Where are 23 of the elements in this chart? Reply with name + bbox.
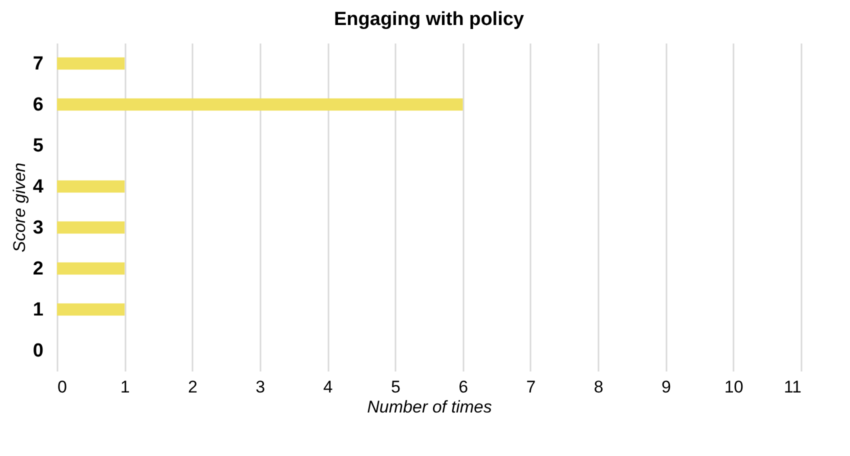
x-tick-label: 4 [323, 378, 333, 396]
y-tick-label: 2 [32, 258, 44, 280]
y-tick-label: 6 [32, 94, 44, 116]
x-tick-label: 10 [724, 378, 744, 396]
x-tick-label: 3 [256, 378, 266, 396]
x-tick-label: 0 [58, 378, 67, 396]
y-tick-label: 1 [32, 300, 44, 320]
y-tick-label: 3 [32, 218, 44, 238]
x-tick-label: 5 [390, 378, 400, 396]
x-tick-label: 9 [661, 378, 671, 396]
x-tick-label: 7 [526, 378, 536, 396]
x-tick-label: 11 [784, 378, 802, 396]
x-tick-label: 6 [458, 378, 468, 396]
chart-title: Engaging with policy [334, 9, 524, 30]
x-tick-label: 2 [188, 378, 198, 396]
y-tick-label: 0 [32, 340, 44, 362]
x-axis-title: Number of times [367, 398, 492, 416]
y-tick-label: 7 [32, 54, 44, 74]
y-tick-label: 5 [32, 136, 44, 156]
x-tick-label: 1 [120, 378, 130, 396]
x-tick-label: 8 [594, 378, 604, 396]
y-tick-label: 4 [32, 176, 44, 198]
y-axis-title: Score given [10, 162, 29, 252]
